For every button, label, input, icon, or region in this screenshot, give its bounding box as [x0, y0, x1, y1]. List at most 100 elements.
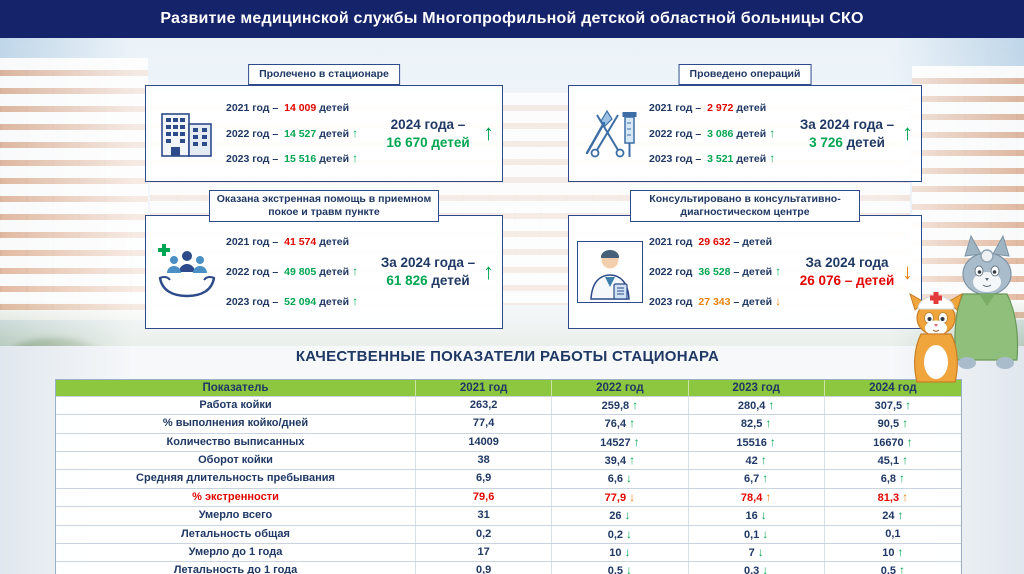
row-label: Работа койки	[56, 397, 416, 415]
surgical-instruments-icon	[577, 107, 643, 161]
row-label: % экстренности	[56, 488, 416, 507]
trend-arrow-up: ↑	[897, 544, 904, 559]
cell-value: 0,9	[475, 564, 492, 574]
trend-arrow-up: ↑	[629, 416, 636, 431]
row-label: Летальность общая	[56, 525, 416, 543]
stat-year: 2022 год –	[226, 127, 282, 140]
table-row: % выполнения койко/дней 77,4 76,4 ↑ 82,5 ↑ 90,…	[56, 414, 961, 433]
table-cell: 259,8 ↑	[552, 397, 689, 415]
section-title: КАЧЕСТВЕННЫЕ ПОКАЗАТЕЛИ РАБОТЫ СТАЦИОНАР…	[295, 348, 720, 365]
card-total: За 2024 года – 61 826 детей ↑	[376, 254, 494, 289]
stat-line: 2021 год – 14 009 детей	[226, 102, 370, 114]
trend-arrow-up: ↑	[906, 434, 913, 449]
stat-year: 2022 год	[649, 266, 696, 278]
row-label: Средняя длительность пребывания	[56, 470, 416, 488]
stat-year: 2023 год –	[226, 153, 282, 166]
trend-arrow-up: ↑	[769, 125, 776, 140]
trend-arrow-up: ↑	[633, 434, 640, 449]
card-title: Проведено операций	[678, 64, 812, 86]
cell-value: 77,4	[472, 417, 495, 430]
table-row: Умерло всего 31 26 ↓ 16 ↓ 24 ↑	[56, 506, 961, 525]
table-cell: 0,5 ↑	[825, 562, 961, 574]
cell-value: 15516	[736, 436, 767, 449]
table-row: Летальность общая 0,2 0,2 ↓ 0,1 ↓ 0,1	[56, 524, 961, 543]
stat-line: 2023 год 27 343– детей ↓	[649, 294, 789, 308]
cell-value: 79,6	[472, 490, 495, 503]
stat-unit: детей	[319, 236, 350, 248]
cell-value: 259,8	[601, 400, 630, 412]
trend-arrow-down: ↓	[629, 489, 636, 504]
table-cell: 31	[416, 507, 553, 525]
cell-value: 90,5	[877, 418, 900, 431]
trend-arrow-up: ↑	[352, 151, 359, 166]
row-label: Умерло всего	[56, 507, 416, 525]
stat-value: 36 528	[698, 266, 731, 278]
stat-value: 41 574	[284, 236, 317, 248]
cell-value: 39,4	[604, 455, 627, 468]
trend-arrow-up: ↑	[760, 453, 767, 468]
table-cell: 0,5 ↓	[552, 562, 689, 574]
hospital-building-icon	[154, 109, 220, 159]
column-header: 2022 год	[552, 380, 689, 396]
total-2024: За 2024 года 26 076 – детей	[795, 254, 899, 289]
cell-value: 26	[609, 510, 622, 523]
stat-unit: детей	[319, 101, 350, 114]
table-cell: 16 ↓	[689, 507, 825, 525]
cell-value: 77,9	[604, 491, 627, 504]
card-stat-rows: 2021 год – 2 972 детей 2022 год – 3 086 дет…	[649, 90, 789, 177]
cell-value: 10	[609, 546, 622, 559]
stat-value: 29 632	[698, 236, 731, 248]
table-cell: 16670 ↑	[825, 434, 961, 451]
stat-value: 14 527	[284, 127, 317, 140]
trend-arrow-up: ↑	[902, 120, 913, 145]
stat-year: 2023 год –	[649, 153, 705, 166]
trend-arrow-up: ↑	[902, 453, 909, 468]
trend-arrow-up: ↑	[769, 434, 776, 449]
trend-arrow-up: ↑	[352, 125, 359, 140]
table-cell: 24 ↑	[825, 507, 961, 524]
cell-value: 6,6	[607, 473, 624, 486]
table-cell: 45,1 ↑	[825, 452, 961, 469]
stat-line: 2023 год – 52 094 детей ↑	[226, 294, 370, 308]
cell-value: 76,4	[604, 418, 627, 431]
trend-arrow-down: ↓	[760, 508, 767, 523]
trend-arrow-down: ↓	[624, 508, 631, 523]
trend-arrow-up: ↑	[769, 151, 776, 166]
stat-value: 3 086	[707, 127, 734, 140]
total-part: 61 826	[386, 273, 428, 288]
trend-arrow-up: ↑	[905, 398, 912, 412]
cell-value: 45,1	[877, 455, 900, 468]
cell-value: 0,1	[743, 528, 760, 541]
doctor-consultation-icon	[577, 241, 643, 303]
table-row: Летальность до 1 года 0,9 0,5 ↓ 0,3 ↓ 0,5 ↑	[56, 561, 961, 574]
slide-header: Развитие медицинской службы Многопрофиль…	[0, 0, 1024, 38]
table-cell: 17	[416, 543, 553, 562]
cell-value: 0,5	[607, 565, 624, 574]
table-row: Работа койки 263,2 259,8 ↑ 280,4 ↑ 307,5 ↑	[56, 396, 961, 415]
cell-value: 10	[882, 546, 895, 559]
trend-arrow-up: ↑	[352, 294, 359, 308]
trend-arrow-down: ↓	[762, 526, 769, 541]
total-2024: За 2024 года – 3 726 детей	[795, 116, 899, 151]
stat-year: 2022 год –	[649, 127, 705, 140]
trend-arrow-up: ↑	[762, 471, 769, 486]
table-cell: 38	[416, 452, 553, 470]
trend-arrow-down: ↓	[762, 563, 769, 574]
stat-line: 2022 год – 14 527 детей ↑	[226, 126, 370, 140]
stat-year: 2021 год	[649, 236, 696, 248]
trend-arrow-up: ↑	[629, 453, 636, 468]
table-cell: 77,4	[416, 415, 553, 433]
stat-line: 2023 год – 3 521 детей ↑	[649, 151, 789, 165]
stat-unit: детей	[736, 101, 767, 114]
row-label: Количество выписанных	[56, 433, 416, 452]
trend-arrow-up: ↑	[483, 258, 494, 284]
trend-arrow-up: ↑	[899, 563, 906, 574]
card-emergency-care: Оказана экстренная помощь в приемном пок…	[145, 190, 503, 329]
stat-line: 2023 год – 15 516 детей ↑	[226, 151, 370, 165]
column-header: 2021 год	[416, 380, 553, 396]
table-row: Умерло до 1 года 17 10 ↓ 7 ↓ 10 ↑	[56, 542, 961, 562]
cell-value: 280,4	[737, 400, 766, 412]
table-cell: 26 ↓	[552, 507, 689, 525]
card-stat-rows: 2021 год – 14 009 детей 2022 год – 14 527 д…	[226, 90, 370, 177]
total-part: За 2024 года –	[380, 255, 476, 271]
